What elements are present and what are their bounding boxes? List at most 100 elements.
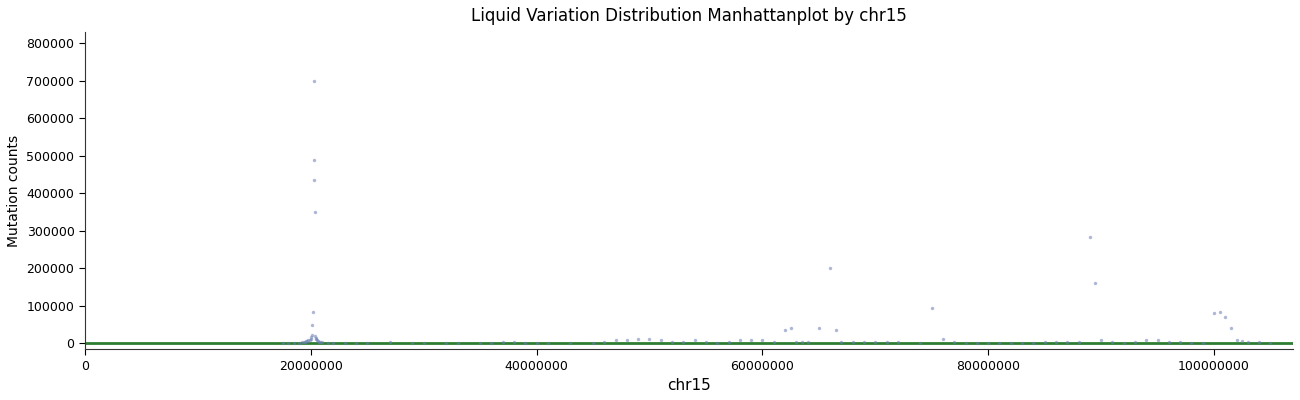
Point bbox=[283, 340, 304, 346]
Point bbox=[306, 333, 326, 339]
Point bbox=[786, 338, 807, 345]
Point bbox=[797, 339, 818, 346]
Point bbox=[1136, 337, 1157, 344]
Point bbox=[469, 340, 490, 346]
Point bbox=[582, 340, 603, 346]
Point bbox=[1158, 339, 1179, 346]
Point bbox=[1232, 338, 1253, 344]
Point bbox=[493, 339, 514, 346]
Point bbox=[1079, 233, 1100, 240]
Point bbox=[662, 339, 683, 346]
Point bbox=[304, 156, 325, 163]
Point bbox=[436, 339, 456, 346]
Point bbox=[356, 339, 377, 346]
Point bbox=[334, 340, 355, 346]
Point bbox=[308, 338, 329, 345]
Point bbox=[775, 327, 796, 334]
Point bbox=[864, 338, 885, 345]
Point bbox=[1260, 340, 1280, 346]
Point bbox=[302, 322, 322, 328]
Point bbox=[718, 338, 738, 345]
Point bbox=[526, 339, 547, 346]
Point bbox=[1216, 314, 1236, 320]
Point bbox=[304, 209, 325, 215]
Point bbox=[307, 337, 328, 343]
Point bbox=[729, 337, 750, 344]
Y-axis label: Mutation counts: Mutation counts bbox=[6, 134, 21, 247]
Point bbox=[640, 336, 660, 342]
Point bbox=[922, 305, 942, 311]
Point bbox=[944, 339, 965, 346]
Point bbox=[1124, 338, 1145, 345]
Point bbox=[1249, 339, 1270, 346]
Point bbox=[989, 340, 1010, 346]
Point bbox=[560, 340, 581, 346]
Point bbox=[1023, 340, 1044, 346]
Point bbox=[1045, 339, 1066, 345]
Point bbox=[673, 338, 694, 345]
Point bbox=[303, 78, 324, 84]
Point bbox=[306, 335, 326, 341]
Point bbox=[289, 339, 309, 346]
Point bbox=[307, 338, 328, 344]
Point bbox=[537, 340, 558, 346]
Point bbox=[809, 325, 829, 332]
Point bbox=[300, 335, 321, 342]
Point bbox=[1147, 337, 1167, 344]
Point bbox=[503, 339, 524, 345]
Point bbox=[1226, 336, 1247, 343]
Point bbox=[1069, 338, 1089, 345]
X-axis label: chr15: chr15 bbox=[667, 378, 711, 393]
Point bbox=[1102, 339, 1123, 345]
Point bbox=[1113, 340, 1134, 346]
Point bbox=[296, 338, 317, 344]
Point bbox=[295, 338, 316, 345]
Point bbox=[291, 339, 312, 346]
Point bbox=[346, 340, 367, 346]
Point bbox=[792, 339, 812, 346]
Point bbox=[515, 340, 536, 346]
Point bbox=[707, 340, 728, 346]
Point bbox=[628, 336, 649, 342]
Point bbox=[1001, 340, 1022, 346]
Point bbox=[402, 340, 422, 346]
Point bbox=[380, 339, 400, 346]
Point bbox=[447, 340, 468, 346]
Point bbox=[1057, 339, 1078, 346]
Point bbox=[751, 336, 772, 343]
Point bbox=[876, 339, 897, 346]
Point bbox=[1209, 308, 1230, 315]
Point bbox=[302, 332, 322, 338]
Point bbox=[1238, 338, 1258, 345]
Point bbox=[272, 340, 292, 346]
Point bbox=[842, 339, 863, 346]
Point bbox=[763, 338, 784, 345]
Point bbox=[888, 339, 909, 346]
Point bbox=[296, 338, 317, 344]
Point bbox=[1086, 280, 1106, 287]
Point bbox=[780, 325, 801, 332]
Point bbox=[481, 340, 502, 346]
Point bbox=[606, 337, 627, 344]
Point bbox=[1035, 339, 1056, 346]
Point bbox=[932, 336, 953, 342]
Point bbox=[684, 337, 705, 344]
Point bbox=[278, 340, 299, 346]
Point bbox=[298, 337, 318, 344]
Point bbox=[1011, 340, 1032, 346]
Point bbox=[1192, 339, 1213, 346]
Point bbox=[966, 340, 987, 346]
Point bbox=[826, 327, 846, 334]
Point bbox=[650, 337, 671, 344]
Point bbox=[854, 339, 875, 346]
Point bbox=[1204, 310, 1225, 317]
Point bbox=[741, 336, 762, 343]
Title: Liquid Variation Distribution Manhattanplot by chr15: Liquid Variation Distribution Manhattanp… bbox=[471, 7, 907, 25]
Point bbox=[956, 339, 976, 346]
Point bbox=[299, 336, 320, 343]
Point bbox=[317, 340, 338, 346]
Point bbox=[300, 334, 321, 340]
Point bbox=[1170, 339, 1191, 346]
Point bbox=[594, 338, 615, 345]
Point bbox=[322, 340, 343, 346]
